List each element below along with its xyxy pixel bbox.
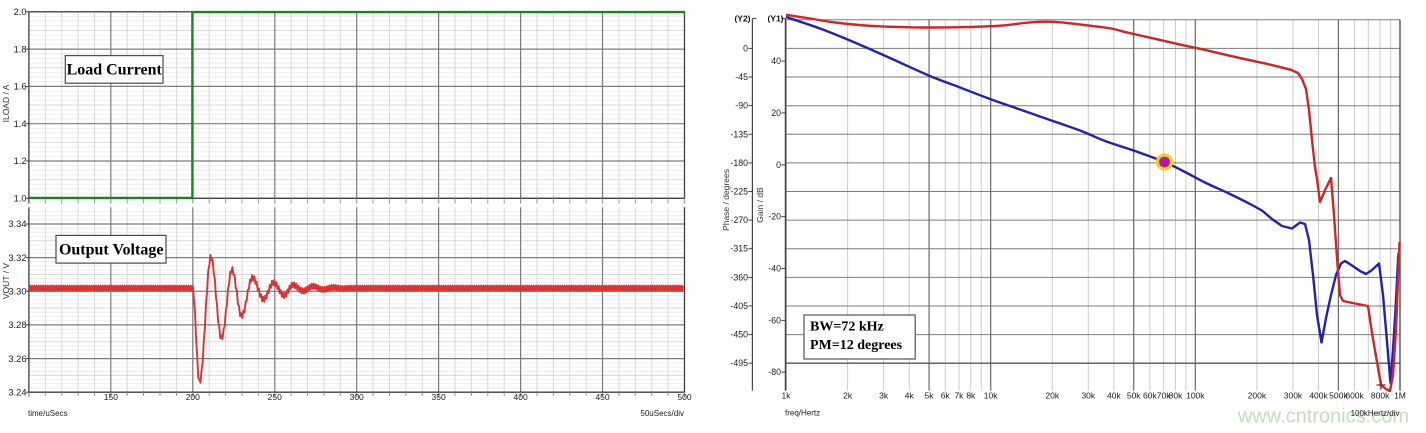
svg-text:-270: -270 — [730, 215, 748, 225]
svg-text:-315: -315 — [730, 244, 748, 254]
svg-text:50uSecs/div: 50uSecs/div — [640, 409, 684, 418]
svg-text:Output Voltage: Output Voltage — [59, 241, 163, 258]
svg-text:PM=12 degrees: PM=12 degrees — [810, 338, 903, 353]
svg-text:-90: -90 — [735, 101, 748, 111]
svg-text:3.34: 3.34 — [8, 219, 26, 229]
svg-text:50k: 50k — [1127, 391, 1141, 401]
svg-text:200: 200 — [186, 392, 200, 402]
svg-text:300: 300 — [350, 392, 364, 402]
svg-text:1M: 1M — [1394, 391, 1406, 401]
svg-text:20k: 20k — [1045, 391, 1059, 401]
svg-text:6k: 6k — [941, 391, 951, 401]
svg-text:250: 250 — [268, 392, 282, 402]
svg-text:200k: 200k — [1248, 391, 1267, 401]
svg-text:350: 350 — [432, 392, 446, 402]
svg-text:150: 150 — [104, 392, 118, 402]
svg-text:-20: -20 — [768, 212, 781, 222]
svg-text:800k: 800k — [1371, 391, 1390, 401]
svg-text:100k: 100k — [1186, 391, 1205, 401]
svg-text:-360: -360 — [730, 272, 748, 282]
svg-text:1.0: 1.0 — [14, 194, 27, 204]
svg-text:4k: 4k — [905, 391, 915, 401]
svg-text:-45: -45 — [735, 72, 748, 82]
svg-text:40: 40 — [771, 56, 781, 66]
svg-text:-450: -450 — [730, 330, 748, 340]
svg-text:5k: 5k — [925, 391, 935, 401]
svg-text:ILOAD / A: ILOAD / A — [1, 84, 11, 122]
svg-text:100kHertz/div: 100kHertz/div — [1351, 409, 1400, 418]
svg-text:3.24: 3.24 — [8, 387, 26, 397]
svg-text:Phase / degrees: Phase / degrees — [721, 169, 731, 231]
svg-text:1.4: 1.4 — [14, 119, 27, 129]
svg-text:VOUT / V: VOUT / V — [1, 263, 11, 300]
svg-text:-180: -180 — [730, 158, 748, 168]
svg-text:3k: 3k — [879, 391, 889, 401]
svg-text:www.cntronics.com: www.cntronics.com — [1237, 406, 1409, 428]
svg-text:500: 500 — [677, 392, 691, 402]
svg-text:-495: -495 — [730, 358, 748, 368]
svg-text:3.28: 3.28 — [8, 320, 26, 330]
svg-text:30k: 30k — [1081, 391, 1095, 401]
svg-text:-40: -40 — [768, 264, 781, 274]
svg-text:60k: 60k — [1143, 391, 1157, 401]
svg-text:1.8: 1.8 — [14, 44, 27, 54]
svg-text:-225: -225 — [730, 187, 748, 197]
svg-text:-60: -60 — [768, 315, 781, 325]
svg-text:-405: -405 — [730, 301, 748, 311]
svg-text:BW=72 kHz: BW=72 kHz — [810, 320, 884, 335]
svg-text:400: 400 — [514, 392, 528, 402]
svg-text:1k: 1k — [782, 391, 792, 401]
svg-text:3.26: 3.26 — [8, 354, 26, 364]
svg-text:450: 450 — [595, 392, 609, 402]
svg-text:10k: 10k — [984, 391, 998, 401]
svg-text:80k: 80k — [1169, 391, 1183, 401]
svg-text:-135: -135 — [730, 129, 748, 139]
svg-text:time/uSecs: time/uSecs — [28, 409, 68, 418]
svg-text:1.2: 1.2 — [14, 156, 27, 166]
svg-text:400k: 400k — [1309, 391, 1328, 401]
svg-text:70k: 70k — [1157, 391, 1171, 401]
svg-text:3.32: 3.32 — [8, 253, 26, 263]
svg-text:(Y1): (Y1) — [767, 14, 783, 24]
svg-text:freq/Hertz: freq/Hertz — [785, 408, 820, 417]
svg-text:8k: 8k — [966, 391, 976, 401]
svg-text:40k: 40k — [1107, 391, 1121, 401]
svg-text:2k: 2k — [843, 391, 853, 401]
svg-text:Load Current: Load Current — [67, 62, 163, 79]
svg-text:300k: 300k — [1284, 391, 1303, 401]
svg-text:0: 0 — [743, 43, 748, 53]
svg-text:-80: -80 — [768, 367, 781, 377]
svg-text:20: 20 — [771, 108, 781, 118]
svg-text:500k: 500k — [1329, 391, 1348, 401]
svg-text:Gain / dB: Gain / dB — [755, 187, 765, 223]
svg-text:3.30: 3.30 — [8, 286, 26, 296]
svg-text:0: 0 — [776, 160, 781, 170]
svg-text:2.0: 2.0 — [14, 7, 27, 17]
svg-text:7k: 7k — [954, 391, 964, 401]
svg-text:(Y2): (Y2) — [734, 14, 750, 24]
svg-text:600k: 600k — [1345, 391, 1364, 401]
svg-text:1.6: 1.6 — [14, 82, 27, 92]
